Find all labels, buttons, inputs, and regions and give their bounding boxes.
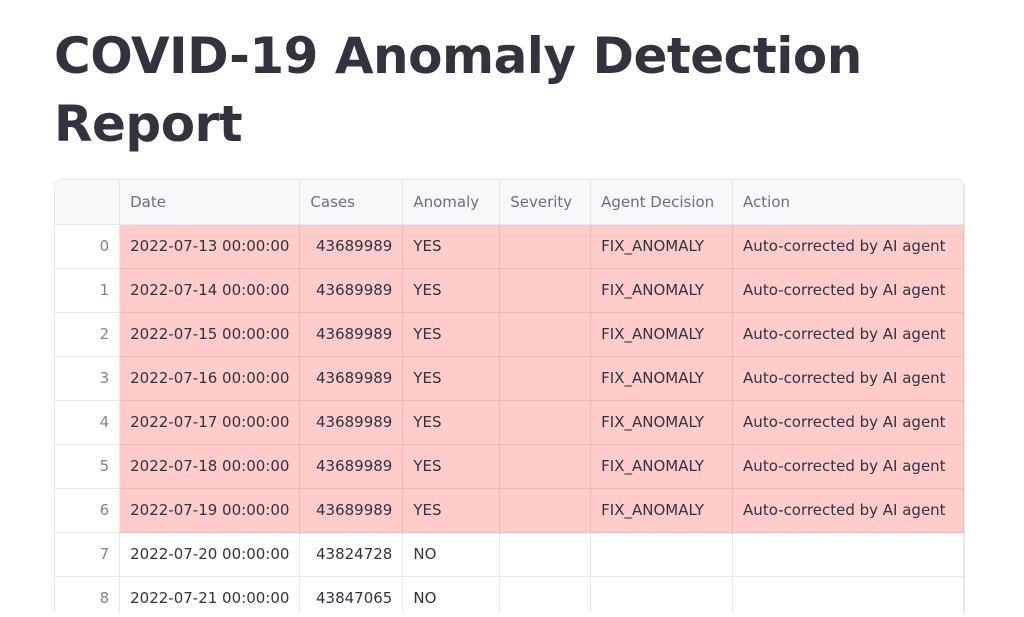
table-row[interactable]: 2 2022-07-15 00:00:00 43689989 YES FIX_ANOMA… — [55, 312, 964, 357]
cell-anomaly[interactable]: YES — [402, 224, 501, 269]
cell-anomaly[interactable]: YES — [402, 268, 501, 313]
cell-action[interactable]: Auto-corrected by AI agent — [732, 268, 964, 313]
cell-severity[interactable] — [499, 356, 592, 401]
table-row[interactable]: 7 2022-07-20 00:00:00 43824728 NO — [55, 532, 964, 577]
cell-agent-decision[interactable] — [590, 576, 734, 613]
row-index[interactable]: 5 — [55, 444, 121, 489]
cell-date[interactable]: 2022-07-16 00:00:00 — [119, 356, 301, 401]
cell-anomaly[interactable]: YES — [402, 400, 501, 445]
cell-date[interactable]: 2022-07-20 00:00:00 — [119, 532, 301, 577]
column-header-anomaly[interactable]: Anomaly — [402, 180, 501, 225]
cell-anomaly[interactable]: NO — [402, 532, 501, 577]
table-row[interactable]: 4 2022-07-17 00:00:00 43689989 YES FIX_ANOMA… — [55, 400, 964, 445]
table-row[interactable]: 3 2022-07-16 00:00:00 43689989 YES FIX_ANOMA… — [55, 356, 964, 401]
column-header-agent-decision[interactable]: Agent Decision — [590, 180, 734, 225]
cell-anomaly[interactable]: NO — [402, 576, 501, 613]
cell-date[interactable]: 2022-07-13 00:00:00 — [119, 224, 301, 269]
cell-agent-decision[interactable]: FIX_ANOMALY — [590, 400, 734, 445]
cell-severity[interactable] — [499, 488, 592, 533]
header-row: Date Cases Anomaly Severity Agent Decisi… — [55, 180, 964, 225]
row-index[interactable]: 3 — [55, 356, 121, 401]
cell-severity[interactable] — [499, 224, 592, 269]
cell-action[interactable] — [732, 576, 964, 613]
column-header-index — [55, 180, 121, 225]
cell-cases[interactable]: 43689989 — [299, 444, 404, 489]
column-header-action[interactable]: Action — [732, 180, 964, 225]
cell-action[interactable] — [732, 532, 964, 577]
cell-action[interactable]: Auto-corrected by AI agent — [732, 444, 964, 489]
cell-cases[interactable]: 43847065 — [299, 576, 404, 613]
cell-cases[interactable]: 43689989 — [299, 224, 404, 269]
cell-action[interactable]: Auto-corrected by AI agent — [732, 312, 964, 357]
column-header-severity[interactable]: Severity — [499, 180, 592, 225]
row-index[interactable]: 8 — [55, 576, 121, 613]
cell-date[interactable]: 2022-07-21 00:00:00 — [119, 576, 301, 613]
cell-cases[interactable]: 43689989 — [299, 356, 404, 401]
column-header-date[interactable]: Date — [119, 180, 301, 225]
cell-action[interactable]: Auto-corrected by AI agent — [732, 224, 964, 269]
cell-severity[interactable] — [499, 576, 592, 613]
cell-anomaly[interactable]: YES — [402, 444, 501, 489]
cell-date[interactable]: 2022-07-18 00:00:00 — [119, 444, 301, 489]
cell-severity[interactable] — [499, 444, 592, 489]
cell-anomaly[interactable]: YES — [402, 356, 501, 401]
cell-action[interactable]: Auto-corrected by AI agent — [732, 400, 964, 445]
data-table[interactable]: Date Cases Anomaly Severity Agent Decisi… — [54, 179, 965, 613]
table-row[interactable]: 1 2022-07-14 00:00:00 43689989 YES FIX_ANOMA… — [55, 268, 964, 313]
cell-severity[interactable] — [499, 400, 592, 445]
table-row[interactable]: 5 2022-07-18 00:00:00 43689989 YES FIX_ANOMA… — [55, 444, 964, 489]
row-index[interactable]: 6 — [55, 488, 121, 533]
table-row[interactable]: 6 2022-07-19 00:00:00 43689989 YES FIX_ANOMA… — [55, 488, 964, 533]
cell-cases[interactable]: 43689989 — [299, 268, 404, 313]
cell-agent-decision[interactable]: FIX_ANOMALY — [590, 356, 734, 401]
cell-cases[interactable]: 43689989 — [299, 400, 404, 445]
cell-agent-decision[interactable]: FIX_ANOMALY — [590, 312, 734, 357]
cell-anomaly[interactable]: YES — [402, 488, 501, 533]
cell-anomaly[interactable]: YES — [402, 312, 501, 357]
cell-date[interactable]: 2022-07-15 00:00:00 — [119, 312, 301, 357]
row-index[interactable]: 2 — [55, 312, 121, 357]
cell-cases[interactable]: 43824728 — [299, 532, 404, 577]
column-header-cases[interactable]: Cases — [299, 180, 404, 225]
row-index[interactable]: 1 — [55, 268, 121, 313]
cell-agent-decision[interactable]: FIX_ANOMALY — [590, 224, 734, 269]
cell-date[interactable]: 2022-07-17 00:00:00 — [119, 400, 301, 445]
cell-cases[interactable]: 43689989 — [299, 312, 404, 357]
table-row[interactable]: 8 2022-07-21 00:00:00 43847065 NO — [55, 576, 964, 613]
row-index[interactable]: 0 — [55, 224, 121, 269]
row-index[interactable]: 4 — [55, 400, 121, 445]
row-index[interactable]: 7 — [55, 532, 121, 577]
cell-cases[interactable]: 43689989 — [299, 488, 404, 533]
cell-severity[interactable] — [499, 312, 592, 357]
cell-agent-decision[interactable]: FIX_ANOMALY — [590, 488, 734, 533]
cell-severity[interactable] — [499, 532, 592, 577]
cell-agent-decision[interactable]: FIX_ANOMALY — [590, 268, 734, 313]
cell-agent-decision[interactable]: FIX_ANOMALY — [590, 444, 734, 489]
table-row[interactable]: 0 2022-07-13 00:00:00 43689989 YES FIX_ANOMA… — [55, 224, 964, 269]
cell-severity[interactable] — [499, 268, 592, 313]
cell-agent-decision[interactable] — [590, 532, 734, 577]
cell-date[interactable]: 2022-07-14 00:00:00 — [119, 268, 301, 313]
cell-action[interactable]: Auto-corrected by AI agent — [732, 356, 964, 401]
cell-action[interactable]: Auto-corrected by AI agent — [732, 488, 964, 533]
cell-date[interactable]: 2022-07-19 00:00:00 — [119, 488, 301, 533]
page-title: COVID-19 Anomaly Detection Report — [54, 27, 862, 153]
